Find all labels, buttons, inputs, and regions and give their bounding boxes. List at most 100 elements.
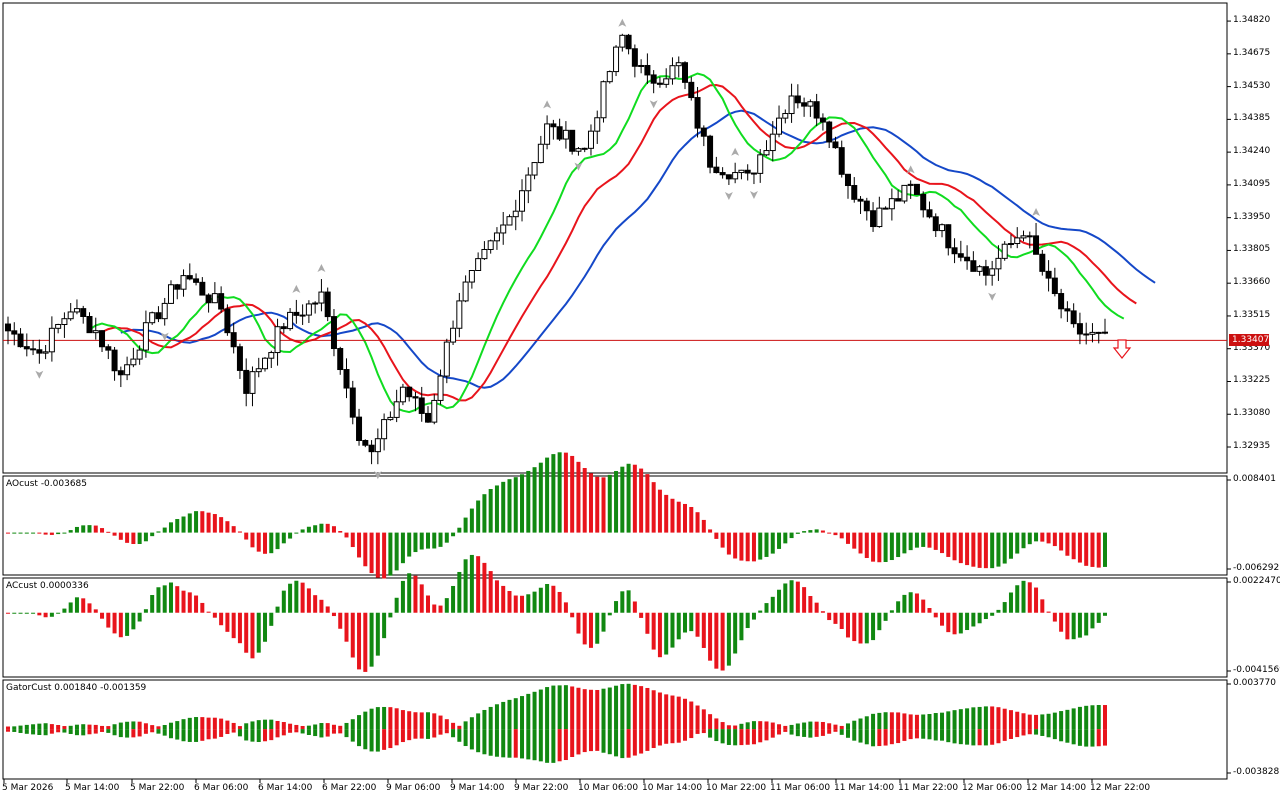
candle[interactable] <box>262 357 269 372</box>
candle[interactable] <box>819 113 826 131</box>
candle[interactable] <box>205 293 212 313</box>
candle[interactable] <box>230 322 237 354</box>
candle[interactable] <box>161 297 168 326</box>
candle[interactable] <box>594 110 601 144</box>
candle[interactable] <box>550 119 557 140</box>
candle[interactable] <box>713 156 720 174</box>
candle[interactable] <box>48 316 55 362</box>
candle[interactable] <box>650 70 657 94</box>
candle[interactable] <box>437 369 444 405</box>
candle[interactable] <box>61 312 68 338</box>
candle[interactable] <box>895 189 902 202</box>
candle[interactable] <box>73 299 80 315</box>
candle[interactable] <box>236 343 243 379</box>
candle[interactable] <box>450 320 457 345</box>
candle[interactable] <box>957 240 964 262</box>
candle[interactable] <box>1001 241 1008 261</box>
candle[interactable] <box>462 275 469 303</box>
candle[interactable] <box>525 167 532 204</box>
candle[interactable] <box>493 227 500 250</box>
candle[interactable] <box>393 389 400 423</box>
candle[interactable] <box>180 269 187 297</box>
candle[interactable] <box>1039 249 1046 276</box>
candle[interactable] <box>1058 288 1065 319</box>
candle[interactable] <box>863 197 870 221</box>
candle[interactable] <box>1051 267 1058 297</box>
candle[interactable] <box>744 164 751 181</box>
candle[interactable] <box>343 358 350 399</box>
candle[interactable] <box>556 118 563 141</box>
candle[interactable] <box>844 173 851 199</box>
candle[interactable] <box>688 76 695 101</box>
candle[interactable] <box>500 211 507 245</box>
candle[interactable] <box>776 105 783 138</box>
candle[interactable] <box>537 135 544 164</box>
candle[interactable] <box>857 196 864 214</box>
candle[interactable] <box>356 408 363 446</box>
candle[interactable] <box>1045 260 1052 292</box>
candle[interactable] <box>619 33 626 52</box>
candle[interactable] <box>995 245 1002 281</box>
candle[interactable] <box>36 339 43 364</box>
candle[interactable] <box>1014 227 1021 249</box>
candle[interactable] <box>368 440 375 465</box>
candle[interactable] <box>562 121 569 149</box>
candle[interactable] <box>299 304 306 325</box>
candle[interactable] <box>544 115 551 150</box>
candle[interactable] <box>218 286 225 313</box>
candle[interactable] <box>349 380 356 425</box>
candle[interactable] <box>324 287 331 322</box>
candle[interactable] <box>362 439 369 448</box>
candle[interactable] <box>399 383 406 406</box>
candle[interactable] <box>888 188 895 221</box>
candle[interactable] <box>531 162 538 180</box>
candle[interactable] <box>424 406 431 423</box>
candle[interactable] <box>939 223 946 238</box>
candle[interactable] <box>136 345 143 365</box>
candle[interactable] <box>644 53 651 85</box>
candle[interactable] <box>826 120 833 149</box>
candle[interactable] <box>901 184 908 204</box>
candle[interactable] <box>418 386 425 422</box>
candle[interactable] <box>1070 303 1077 328</box>
candle[interactable] <box>732 162 739 184</box>
candle[interactable] <box>186 263 193 281</box>
candle[interactable] <box>600 80 607 123</box>
candle[interactable] <box>782 109 789 124</box>
candle[interactable] <box>1026 231 1033 249</box>
candle[interactable] <box>86 312 93 334</box>
candle[interactable] <box>682 61 689 90</box>
candle[interactable] <box>330 309 337 357</box>
candle[interactable] <box>982 259 989 286</box>
candle[interactable] <box>11 322 18 346</box>
candle[interactable] <box>769 121 776 162</box>
candle[interactable] <box>475 252 482 272</box>
candle[interactable] <box>17 328 24 348</box>
candle[interactable] <box>249 366 256 407</box>
candle[interactable] <box>23 333 30 357</box>
candle[interactable] <box>1102 318 1108 335</box>
candle[interactable] <box>42 345 49 360</box>
candle[interactable] <box>587 124 594 156</box>
candle[interactable] <box>456 292 463 338</box>
candle[interactable] <box>468 270 475 289</box>
candle[interactable] <box>694 86 701 138</box>
candle[interactable] <box>951 238 958 264</box>
candle[interactable] <box>381 413 388 451</box>
candle[interactable] <box>920 191 927 218</box>
candle[interactable] <box>832 136 839 149</box>
candle[interactable] <box>1089 323 1096 343</box>
candle[interactable] <box>707 134 714 174</box>
candle[interactable] <box>870 202 877 232</box>
candle[interactable] <box>970 251 977 272</box>
candle[interactable] <box>224 304 231 336</box>
candle[interactable] <box>719 167 726 179</box>
candle[interactable] <box>487 239 494 254</box>
candle[interactable] <box>907 180 914 199</box>
candle[interactable] <box>1033 222 1040 255</box>
candle[interactable] <box>174 283 181 300</box>
candle[interactable] <box>318 279 325 312</box>
candle[interactable] <box>287 308 294 331</box>
candle[interactable] <box>757 149 764 183</box>
candle[interactable] <box>512 199 519 231</box>
